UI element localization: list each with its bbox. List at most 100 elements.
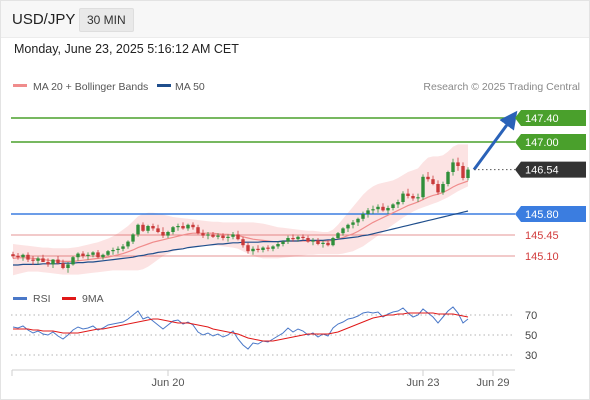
interval-badge[interactable]: 30 MIN — [79, 8, 134, 32]
candle-body — [221, 235, 225, 238]
candle-body — [241, 239, 245, 246]
candle — [381, 203, 385, 212]
candle-body — [366, 210, 370, 214]
candle-body — [16, 256, 20, 258]
candle-body — [266, 247, 270, 249]
candle-body — [306, 238, 310, 242]
candle-body — [246, 245, 250, 252]
pivot-price-tag-box — [515, 206, 586, 222]
candle-body — [131, 234, 135, 242]
candle-body — [206, 234, 210, 236]
candle-body — [91, 252, 95, 255]
candle — [456, 157, 460, 171]
ma9-legend-swatch — [62, 297, 76, 300]
candle-body — [381, 206, 385, 211]
x-tick-label-3: Jun 29 — [476, 377, 509, 389]
ma20-line — [12, 180, 469, 262]
ma50-line — [13, 210, 469, 266]
moving-average-layer — [12, 180, 469, 266]
x-tick-label-2: Jun 23 — [406, 377, 439, 389]
candle-body — [106, 251, 110, 255]
candle — [426, 172, 430, 182]
candle-body — [426, 176, 430, 180]
candle-body — [286, 238, 290, 242]
candle — [131, 233, 135, 244]
candle-body — [351, 222, 355, 225]
candle-body — [56, 259, 60, 264]
candle-body — [51, 259, 55, 265]
pivot-price-tag: 145.80 — [515, 206, 586, 222]
candle — [141, 222, 145, 232]
candle — [216, 233, 220, 240]
candle-body — [416, 197, 420, 199]
candle — [221, 233, 225, 241]
ma9-legend-label: 9MA — [82, 293, 104, 305]
candle-body — [386, 208, 390, 211]
candle-body — [376, 206, 380, 210]
candle-body — [256, 248, 260, 250]
price-tags-layer: 147.40 147.00 146.54 145.80 145.45 145.10 — [472, 110, 586, 263]
candle-body — [116, 248, 120, 250]
candle — [161, 227, 165, 238]
candle — [156, 224, 160, 234]
candle — [116, 246, 120, 254]
chart-header: USD/JPY 30 MIN — [1, 1, 589, 38]
candle-body — [31, 259, 35, 261]
candle — [371, 205, 375, 214]
candle-body — [226, 236, 230, 238]
x-tick-label-1: Jun 20 — [151, 377, 184, 389]
candle — [251, 246, 255, 255]
candle — [261, 246, 265, 253]
candle-body — [341, 228, 345, 234]
candle — [41, 254, 45, 262]
symbol-title: USD/JPY — [12, 11, 76, 28]
ma50-legend-swatch — [157, 84, 171, 87]
candle — [176, 223, 180, 231]
candle — [96, 250, 100, 259]
candle-body — [261, 247, 265, 250]
candle — [406, 188, 410, 199]
candle-body — [161, 232, 165, 236]
candle — [266, 245, 270, 252]
candle-body — [421, 176, 425, 198]
candle — [356, 217, 360, 226]
candle-body — [41, 258, 45, 262]
candle-body — [36, 258, 40, 261]
candle — [76, 252, 80, 261]
candle-body — [281, 241, 285, 244]
candle-body — [456, 162, 460, 166]
candle — [196, 224, 200, 235]
candle-body — [396, 202, 400, 205]
candle — [286, 235, 290, 244]
candle — [321, 240, 325, 248]
candle — [296, 235, 300, 242]
candle-body — [11, 254, 15, 256]
candle — [276, 241, 280, 249]
candle — [301, 234, 305, 241]
last-price-tag: 146.54 — [515, 161, 586, 178]
candle — [436, 180, 440, 195]
x-axis-ticks: Jun 20 Jun 23 Jun 29 — [151, 370, 510, 389]
level-lines-layer — [11, 117, 515, 257]
candle-body — [176, 226, 180, 228]
candle — [326, 240, 330, 247]
candle — [351, 220, 355, 229]
candle — [46, 258, 50, 267]
support-price-tag-2-text: 145.10 — [525, 251, 559, 263]
candle — [411, 193, 415, 201]
credit-text: Research © 2025 Trading Central — [423, 81, 580, 93]
candle — [256, 245, 260, 253]
candle-body — [276, 244, 280, 247]
candle-body — [71, 257, 75, 265]
rsi-legend-label: RSI — [33, 293, 51, 305]
candle-body — [311, 240, 315, 242]
candle-body — [171, 227, 175, 232]
candle — [121, 244, 125, 252]
candle-body — [451, 162, 455, 172]
candle — [341, 227, 345, 236]
candle — [401, 191, 405, 205]
candle-body — [441, 184, 445, 193]
candle-body — [411, 196, 415, 199]
target-price-tag-1-text: 147.40 — [525, 113, 559, 125]
